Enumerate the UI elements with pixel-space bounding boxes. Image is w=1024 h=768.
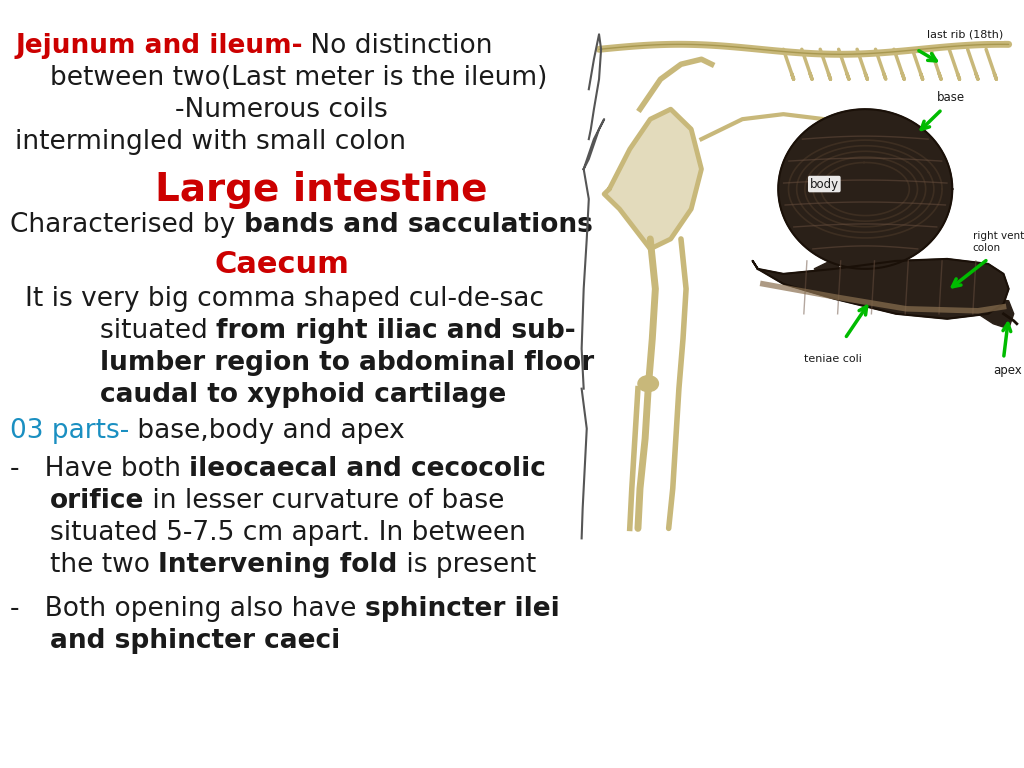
Polygon shape [973,299,1014,329]
Text: Intervening fold: Intervening fold [159,552,397,578]
Text: 03 parts-: 03 parts- [10,418,129,444]
Text: -   Have both: - Have both [10,456,189,482]
Text: sphincter ilei: sphincter ilei [365,596,559,622]
Text: ileocaecal and cecocolic: ileocaecal and cecocolic [189,456,546,482]
Text: teniae coli: teniae coli [804,354,862,364]
Text: -Numerous coils: -Numerous coils [175,97,388,123]
Text: orifice: orifice [50,488,144,514]
Text: right ventral
colon: right ventral colon [973,231,1024,253]
Polygon shape [604,109,701,249]
Text: Characterised by: Characterised by [10,212,244,238]
Text: No distinction: No distinction [302,33,493,59]
Text: -   Both opening also have: - Both opening also have [10,596,365,622]
Text: It is very big comma shaped cul-de-sac: It is very big comma shaped cul-de-sac [25,286,544,312]
Ellipse shape [638,376,658,392]
Polygon shape [814,259,840,284]
Text: in lesser curvature of base: in lesser curvature of base [144,488,505,514]
Text: is present: is present [397,552,536,578]
Text: between two(Last meter is the ileum): between two(Last meter is the ileum) [50,65,548,91]
Text: Caecum: Caecum [215,250,350,279]
Text: from right iliac and sub-: from right iliac and sub- [216,318,575,344]
Text: lumber region to abdominal floor: lumber region to abdominal floor [100,350,594,376]
Text: Large intestine: Large intestine [155,171,487,209]
Text: apex: apex [993,364,1022,377]
Text: caudal to xyphoid cartilage: caudal to xyphoid cartilage [100,382,506,408]
Text: body: body [810,177,839,190]
Text: base: base [937,91,965,104]
Text: intermingled with small colon: intermingled with small colon [15,129,406,155]
Polygon shape [753,259,1009,319]
Text: base,body and apex: base,body and apex [129,418,406,444]
Text: situated 5-7.5 cm apart. In between: situated 5-7.5 cm apart. In between [50,520,526,546]
Text: and sphincter caeci: and sphincter caeci [50,628,340,654]
Text: bands and sacculations: bands and sacculations [244,212,593,238]
Text: last rib (18th): last rib (18th) [927,29,1002,39]
Text: situated: situated [100,318,216,344]
Polygon shape [778,109,952,269]
Text: Jejunum and ileum-: Jejunum and ileum- [15,33,302,59]
Text: the two: the two [50,552,159,578]
